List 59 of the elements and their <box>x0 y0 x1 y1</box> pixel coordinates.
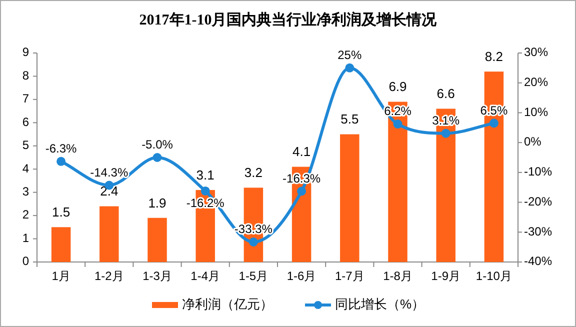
point <box>297 186 306 196</box>
point <box>200 186 210 196</box>
x-tick-label: 1-8月 <box>383 269 412 284</box>
point <box>56 156 66 166</box>
x-tick-label: 1-7月 <box>334 269 364 284</box>
y2-tick-label: 30% <box>524 45 548 60</box>
chart-title: 2017年1-10月国内典当行业净利润及增长情况 <box>139 10 438 28</box>
y2-tick-label: -40% <box>524 254 552 268</box>
y2-tick-label: -10% <box>524 164 552 179</box>
data-label: 2.4 <box>100 184 118 199</box>
data-label: -14.3% <box>90 165 128 180</box>
y-tick-label: 2 <box>22 208 30 222</box>
bar <box>340 134 360 262</box>
y-tick-label: 7 <box>22 92 30 106</box>
data-label: 1.5 <box>52 204 70 220</box>
y-tick-label: 8 <box>22 68 30 82</box>
y-tick-label: 6 <box>22 114 30 129</box>
y2-tick-label: 10% <box>524 104 548 119</box>
x-tick-label: 1-6月 <box>286 269 316 284</box>
point <box>489 118 498 128</box>
y-tick-label: 5 <box>22 138 30 152</box>
data-label: -6.3% <box>45 142 78 156</box>
y2-tick-label: 20% <box>524 75 548 90</box>
bar <box>100 206 119 262</box>
data-label: 3.2 <box>244 165 262 180</box>
point <box>345 63 354 72</box>
y-tick-label: 9 <box>22 45 30 60</box>
bar <box>148 218 167 262</box>
x-tick-label: 1-9月 <box>431 269 461 284</box>
data-label: 3.1 <box>196 167 214 182</box>
y-tick-label: 3 <box>22 184 30 199</box>
point <box>441 128 450 138</box>
data-label: -16.2% <box>186 196 225 210</box>
data-label: 4.1 <box>292 144 311 160</box>
y-tick-label: 0 <box>22 254 30 268</box>
y2-tick-label: 0% <box>524 134 542 149</box>
data-label: 6.9 <box>388 79 407 94</box>
data-label: 1.9 <box>148 195 166 210</box>
x-tick-label: 1月 <box>52 269 70 284</box>
bar <box>51 227 71 262</box>
x-tick-label: 1-4月 <box>190 269 220 284</box>
data-label: -5.0% <box>142 138 174 152</box>
y2-tick-label: -30% <box>524 224 552 238</box>
x-tick-label: 1-3月 <box>142 269 172 284</box>
y-tick-label: 1 <box>22 230 30 245</box>
point <box>152 153 162 162</box>
data-label: 5.5 <box>340 112 359 127</box>
x-tick-label: 1-10月 <box>476 269 512 284</box>
data-label: 8.2 <box>484 49 503 64</box>
legend-label: 同比增长（%） <box>335 296 425 312</box>
x-tick-label: 1-2月 <box>94 269 124 284</box>
y-tick-label: 4 <box>22 161 30 176</box>
point <box>248 237 258 246</box>
point <box>393 120 402 129</box>
y2-tick-label: -20% <box>524 194 552 208</box>
legend-label: 净利润（亿元） <box>182 296 273 312</box>
data-label: 25% <box>338 48 362 62</box>
data-label: 6.6 <box>436 86 455 102</box>
x-tick-label: 1-5月 <box>238 269 268 284</box>
